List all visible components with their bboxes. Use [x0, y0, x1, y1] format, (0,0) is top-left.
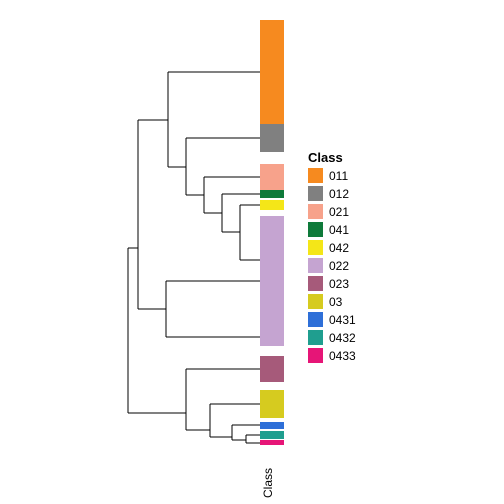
- class-bar-03: [260, 390, 284, 418]
- class-bar-0431: [260, 422, 284, 429]
- legend-swatch-022: [308, 258, 323, 273]
- legend-swatch-021: [308, 204, 323, 219]
- legend-label-022: 022: [329, 259, 349, 273]
- class-bar-0433: [260, 440, 284, 445]
- legend-label-021: 021: [329, 205, 349, 219]
- legend-swatch-0432: [308, 330, 323, 345]
- class-bar-012: [260, 124, 284, 152]
- class-bar-0432: [260, 431, 284, 439]
- legend-title: Class: [308, 150, 343, 165]
- legend-swatch-03: [308, 294, 323, 309]
- class-bar-022: [260, 216, 284, 346]
- legend-swatch-042: [308, 240, 323, 255]
- legend-label-011: 011: [329, 169, 348, 183]
- legend-swatch-0431: [308, 312, 323, 327]
- legend-swatch-011: [308, 168, 323, 183]
- legend-label-03: 03: [329, 295, 343, 309]
- legend-label-0433: 0433: [329, 349, 356, 363]
- legend-swatch-041: [308, 222, 323, 237]
- legend-label-042: 042: [329, 241, 349, 255]
- legend-swatch-0433: [308, 348, 323, 363]
- class-bar-011: [260, 20, 284, 124]
- dendrogram-figure: Class Class 011 012 021 041 042 022 023 03 0431 043…: [0, 0, 504, 504]
- class-bar-042: [260, 200, 284, 210]
- axis-label: Class: [261, 468, 275, 498]
- legend-label-012: 012: [329, 187, 349, 201]
- class-bar-021: [260, 164, 284, 190]
- class-bar-041: [260, 190, 284, 198]
- legend-label-023: 023: [329, 277, 349, 291]
- legend-label-0431: 0431: [329, 313, 356, 327]
- legend-swatch-012: [308, 186, 323, 201]
- legend-swatch-023: [308, 276, 323, 291]
- legend-label-041: 041: [329, 223, 349, 237]
- legend-label-0432: 0432: [329, 331, 356, 345]
- class-bar-023: [260, 356, 284, 382]
